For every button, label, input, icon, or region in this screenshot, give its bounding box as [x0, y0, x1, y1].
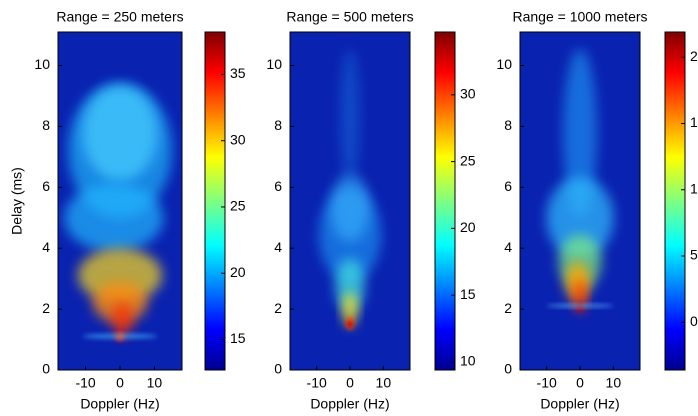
colorbar	[204, 31, 226, 371]
panel: Range = 1000 meters -10 0 10 0 2 4 6 8 10 Doppler …	[496, 9, 698, 412]
colorbar-tick-label: 10	[690, 180, 698, 196]
y-tick-label: 6	[42, 178, 50, 194]
x-axis-label: Doppler (Hz)	[310, 396, 389, 412]
colorbar	[664, 31, 686, 371]
heatmap-texture	[82, 333, 158, 339]
heatmap-texture	[64, 184, 164, 252]
heatmap-texture	[563, 48, 597, 218]
heatmap-texture	[335, 258, 365, 313]
y-tick-label: 10	[496, 56, 512, 72]
colorbar-tick-label: 15	[230, 330, 246, 346]
colorbar-tick-label: 15	[690, 114, 698, 130]
colorbar	[434, 31, 456, 371]
x-axis-label: Doppler (Hz)	[540, 396, 619, 412]
panel-title: Range = 1000 meters	[512, 9, 647, 25]
colorbar-tick-label: 20	[690, 48, 698, 64]
heatmap-texture	[546, 303, 614, 308]
heatmap-image	[546, 48, 614, 313]
heatmap-texture	[82, 86, 158, 181]
x-tick-label: 0	[346, 375, 354, 391]
y-tick-label: 2	[274, 300, 282, 316]
y-tick-label: 4	[504, 239, 512, 255]
y-tick-label: 0	[274, 361, 282, 377]
colorbar-tick-label: 30	[230, 131, 246, 147]
y-tick-label: 8	[504, 117, 512, 133]
x-tick-label: 10	[147, 375, 163, 391]
y-tick-label: 4	[274, 239, 282, 255]
colorbar-tick-label: 20	[460, 219, 476, 235]
colorbar-tick-label: 0	[690, 313, 698, 329]
panel: Range = 500 meters -10 0 10 0 2 4 6 8 10 Doppler (…	[266, 9, 475, 412]
heatmap-image	[318, 48, 382, 330]
x-tick-label: 0	[116, 375, 124, 391]
heatmap-texture	[112, 302, 133, 337]
x-tick-label: 10	[606, 375, 622, 391]
x-tick-label: 10	[376, 375, 392, 391]
y-tick-label: 10	[34, 56, 50, 72]
colorbar-tick-label: 10	[460, 353, 476, 369]
y-tick-label: 2	[504, 300, 512, 316]
colorbar-tick-label: 35	[230, 65, 246, 81]
colorbar-tick-label: 20	[230, 264, 246, 280]
heatmap-texture	[77, 248, 163, 303]
y-tick-label: 4	[42, 239, 50, 255]
x-axis-label: Doppler (Hz)	[80, 396, 159, 412]
heatmap-texture	[340, 48, 360, 185]
y-tick-label: 0	[504, 361, 512, 377]
x-tick-label: -10	[307, 375, 327, 391]
heatmap-texture	[330, 173, 370, 242]
x-tick-label: -10	[537, 375, 557, 391]
x-tick-label: 0	[576, 375, 584, 391]
colorbar-tick-label: 15	[460, 286, 476, 302]
panel-title: Range = 500 meters	[286, 9, 413, 25]
panel-title: Range = 250 meters	[56, 9, 183, 25]
colorbar-tick-label: 5	[690, 247, 698, 263]
heatmap-texture	[92, 282, 148, 323]
colorbar-tick-label: 30	[460, 85, 476, 101]
heatmap-texture	[342, 292, 358, 327]
y-tick-label: 8	[42, 117, 50, 133]
heatmap-texture	[347, 320, 353, 329]
panel: Range = 250 meters -10 0 10 0 2 4 6 8 10 Doppler (…	[9, 9, 246, 412]
y-tick-label: 8	[274, 117, 282, 133]
y-tick-label: 2	[42, 300, 50, 316]
x-tick-label: -10	[75, 375, 95, 391]
y-tick-label: 10	[266, 56, 282, 72]
heatmap-texture	[546, 177, 614, 259]
colorbar-tick-label: 25	[460, 152, 476, 168]
y-tick-label: 6	[504, 178, 512, 194]
y-tick-label: 0	[42, 361, 50, 377]
y-axis-label: Delay (ms)	[9, 167, 25, 235]
y-tick-label: 6	[274, 178, 282, 194]
colorbar-tick-label: 25	[230, 198, 246, 214]
heatmap-image	[64, 82, 173, 342]
